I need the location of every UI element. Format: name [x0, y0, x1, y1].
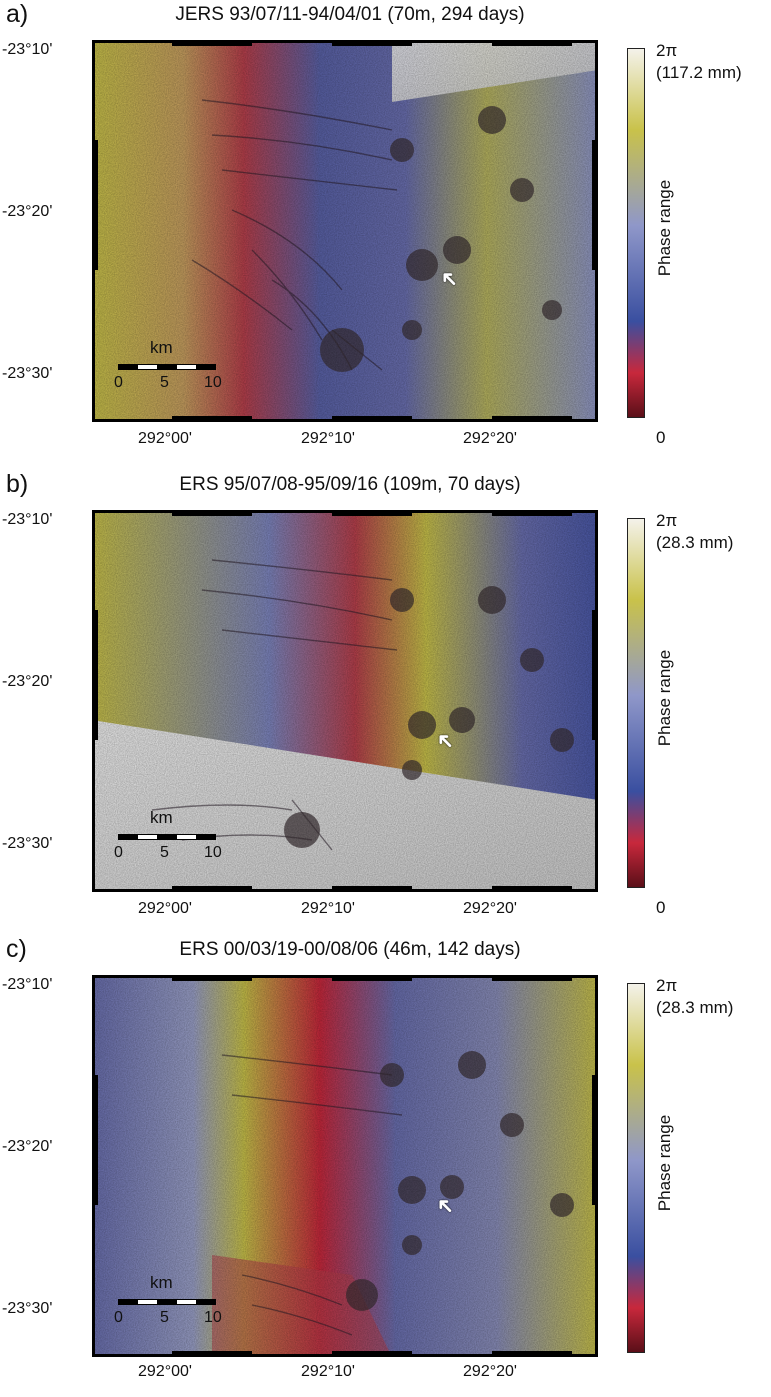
scale-tick: 5	[160, 374, 169, 391]
lat-label: -23°20'	[2, 673, 53, 690]
map-image	[92, 510, 598, 892]
scale-bar-graphic	[118, 364, 216, 370]
insar-map: ➜	[92, 510, 598, 892]
lon-label: 292°00'	[138, 430, 192, 447]
map-image	[92, 40, 598, 422]
panel-letter: b)	[6, 470, 29, 498]
colorbar	[627, 48, 645, 418]
scale-tick: 0	[114, 844, 123, 861]
colorbar-max-mm: (117.2 mm)	[656, 63, 742, 82]
colorbar-max-phase: 2π	[656, 41, 678, 60]
colorbar-title: Phase range	[655, 179, 674, 277]
scale-bar-graphic	[118, 1299, 216, 1305]
map-image	[92, 975, 598, 1357]
panel-title: JERS 93/07/11-94/04/01 (70m, 294 days)	[175, 4, 525, 25]
lon-label: 292°20'	[463, 1363, 517, 1380]
panel-title: ERS 95/07/08-95/09/16 (109m, 70 days)	[179, 474, 521, 495]
colorbar-max: 2π (28.3 mm)	[656, 975, 733, 1019]
colorbar-max-mm: (28.3 mm)	[656, 533, 734, 552]
scale-tick: 5	[160, 844, 169, 861]
panel-letter: a)	[6, 0, 29, 28]
scale-tick: 10	[204, 374, 222, 391]
lon-label: 292°20'	[463, 430, 517, 447]
scale-unit: km	[150, 1273, 173, 1292]
lat-label: -23°20'	[2, 1138, 53, 1155]
lon-label: 292°10'	[301, 430, 355, 447]
colorbar-max: 2π (117.2 mm)	[656, 40, 742, 84]
lat-label: -23°10'	[2, 976, 53, 993]
lat-label: -23°30'	[2, 1300, 53, 1317]
colorbar-title: Phase range	[655, 649, 674, 747]
lon-label: 292°10'	[301, 1363, 355, 1380]
panel-letter: c)	[6, 935, 27, 963]
colorbar-max-mm: (28.3 mm)	[656, 998, 734, 1017]
scale-unit: km	[150, 338, 173, 357]
colorbar-max: 2π (28.3 mm)	[656, 510, 733, 554]
scale-tick: 0	[114, 374, 123, 391]
colorbar	[627, 518, 645, 888]
colorbar-min: 0	[656, 898, 666, 917]
colorbar-max-phase: 2π	[656, 511, 678, 530]
scale-tick: 10	[204, 844, 222, 861]
scale-tick: 5	[160, 1309, 169, 1326]
scale-unit: km	[150, 808, 173, 827]
colorbar-title: Phase range	[655, 1114, 674, 1212]
lat-label: -23°30'	[2, 835, 53, 852]
scale-bar-graphic	[118, 834, 216, 840]
scale-tick: 0	[114, 1309, 123, 1326]
lon-label: 292°10'	[301, 900, 355, 917]
lat-label: -23°10'	[2, 41, 53, 58]
lat-label: -23°10'	[2, 511, 53, 528]
insar-map: ➜	[92, 975, 598, 1357]
colorbar-max-phase: 2π	[656, 976, 678, 995]
lat-label: -23°20'	[2, 203, 53, 220]
panel-title: ERS 00/03/19-00/08/06 (46m, 142 days)	[179, 939, 521, 960]
lon-label: 292°00'	[138, 900, 192, 917]
scale-tick: 10	[204, 1309, 222, 1326]
insar-map: ➜	[92, 40, 598, 422]
panel-a: a) JERS 93/07/11-94/04/01 (70m, 294 days…	[0, 0, 771, 462]
panel-c: c) ERS 00/03/19-00/08/06 (46m, 142 days)	[0, 935, 771, 1397]
lon-label: 292°20'	[463, 900, 517, 917]
lon-label: 292°00'	[138, 1363, 192, 1380]
panel-b: b) ERS 95/07/08-95/09/16 (109m, 70 days)	[0, 470, 771, 932]
colorbar-min: 0	[656, 428, 666, 447]
colorbar	[627, 983, 645, 1353]
lat-label: -23°30'	[2, 365, 53, 382]
